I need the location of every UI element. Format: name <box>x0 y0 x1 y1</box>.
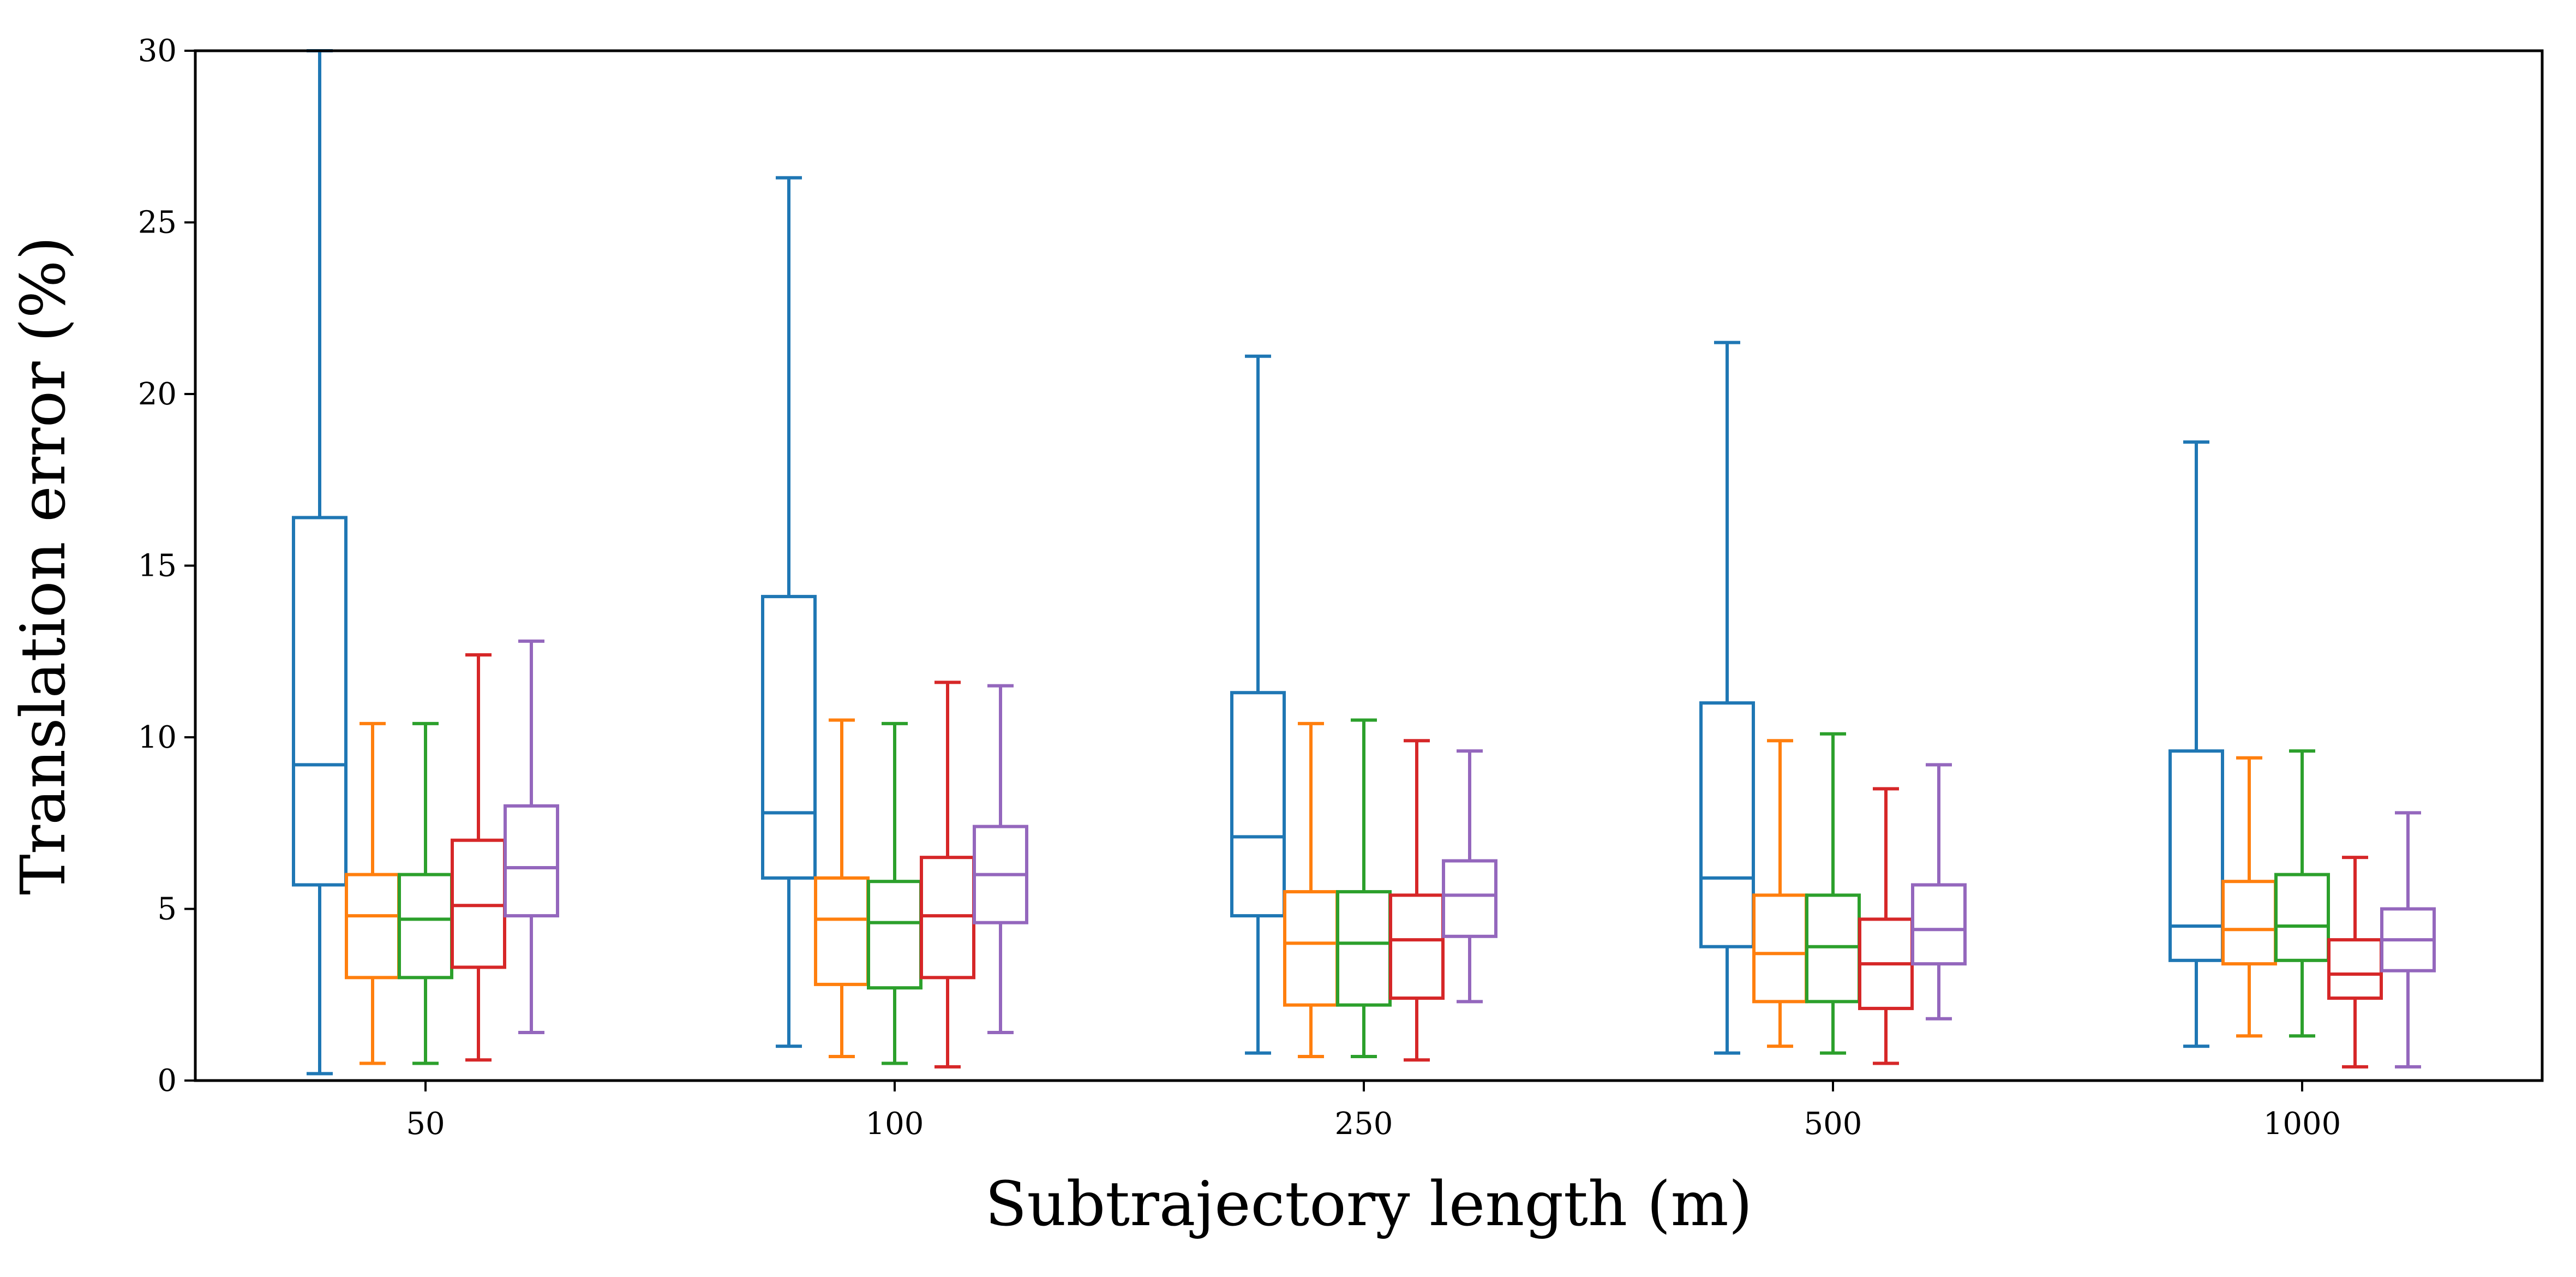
box-50-series-5 <box>504 639 559 1034</box>
box-iqr <box>292 516 348 887</box>
box-1000-series-2 <box>2221 756 2277 1038</box>
box-iqr <box>1230 691 1286 918</box>
box-250-series-5 <box>1442 749 1497 1004</box>
box-1000-series-3 <box>2274 749 2330 1038</box>
x-tick-label: 500 <box>1804 1106 1862 1142</box>
box-iqr <box>2168 749 2224 962</box>
y-tick-label: 30 <box>138 33 177 69</box>
x-tick-label: 250 <box>1335 1106 1393 1142</box>
boxes-layer <box>292 49 2436 1076</box>
box-500-series-1 <box>1699 341 1755 1055</box>
box-50-series-2 <box>345 721 400 1065</box>
x-axis-title: Subtrajectory length (m) <box>985 1169 1753 1240</box>
box-iqr <box>1442 859 1497 938</box>
box-iqr <box>761 595 817 880</box>
x-axis: 50 100 250 500 1000 <box>406 1081 2341 1142</box>
box-50-series-4 <box>451 653 506 1062</box>
x-tick-label: 100 <box>866 1106 924 1142</box>
box-iqr <box>1389 893 1445 1000</box>
box-iqr <box>1911 883 1967 966</box>
y-tick-label: 10 <box>138 720 177 755</box>
x-tick-label: 1000 <box>2263 1106 2341 1142</box>
box-iqr <box>2274 873 2330 962</box>
box-250-series-4 <box>1389 739 1445 1062</box>
y-axis-title: Translation error (%) <box>8 236 79 895</box>
y-tick-label: 20 <box>138 377 177 412</box>
box-100-series-3 <box>867 721 922 1065</box>
y-tick-label: 15 <box>138 548 177 584</box>
box-100-series-5 <box>973 684 1028 1034</box>
x-tick-label: 50 <box>406 1106 445 1142</box>
box-iqr <box>504 804 559 918</box>
box-50-series-1 <box>292 49 348 1076</box>
box-100-series-2 <box>814 718 870 1058</box>
box-250-series-1 <box>1230 354 1286 1055</box>
y-tick-label: 25 <box>138 205 177 241</box>
box-250-series-2 <box>1283 721 1339 1058</box>
y-tick-label: 0 <box>157 1063 177 1099</box>
box-1000-series-1 <box>2168 440 2224 1048</box>
y-axis: 0 5 10 15 20 25 30 <box>138 33 195 1099</box>
box-100-series-1 <box>761 176 817 1048</box>
box-iqr <box>1699 701 1755 948</box>
box-500-series-2 <box>1752 739 1808 1048</box>
box-50-series-3 <box>398 721 453 1065</box>
y-tick-label: 5 <box>157 892 177 927</box>
box-500-series-5 <box>1911 763 1967 1021</box>
box-1000-series-5 <box>2380 811 2436 1069</box>
